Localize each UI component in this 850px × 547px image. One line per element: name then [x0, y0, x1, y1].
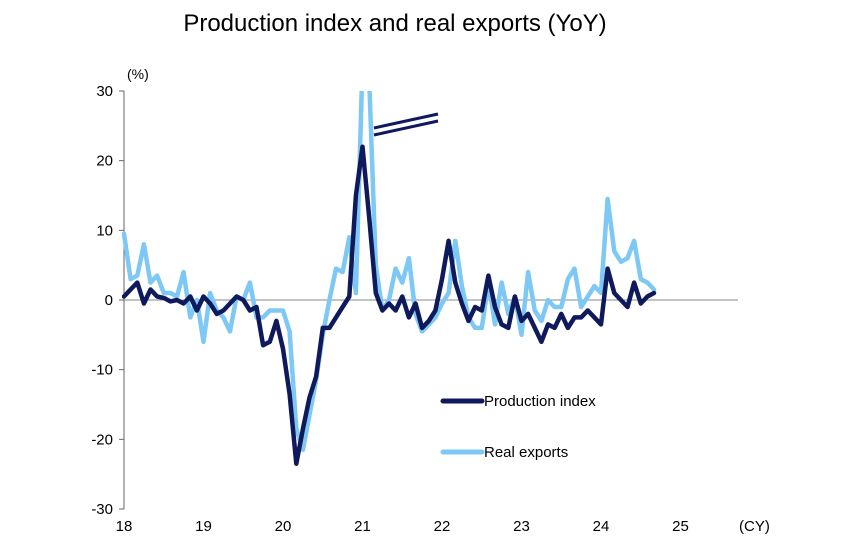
y-tick-label: -10 — [91, 362, 113, 379]
series-line-real-exports — [122, 91, 657, 453]
y-tick-label: 30 — [96, 83, 113, 100]
x-tick-label: 24 — [593, 518, 610, 535]
y-tick-label: 20 — [96, 153, 113, 170]
y-tick-label: -20 — [91, 431, 113, 448]
y-tick-label: 10 — [96, 222, 113, 239]
axis-break-gap — [373, 116, 439, 133]
axis-break-mark — [373, 112, 439, 130]
x-tick-label: 20 — [275, 518, 292, 535]
x-tick-label: 23 — [513, 518, 530, 535]
legend-label: Production index — [484, 393, 596, 410]
y-tick-label: 0 — [105, 292, 113, 309]
x-tick-label: 19 — [195, 518, 212, 535]
x-tick-label: 21 — [354, 518, 371, 535]
legend-label: Real exports — [484, 444, 568, 461]
y-tick-label: -30 — [91, 501, 113, 518]
series-line-production-index — [122, 144, 657, 466]
x-tick-label: 18 — [116, 518, 133, 535]
x-tick-label: 25 — [672, 518, 689, 535]
x-axis-unit-label: (CY) — [739, 518, 770, 535]
axis-break-mark — [373, 119, 439, 137]
chart-title: Production index and real exports (YoY) — [183, 10, 607, 37]
x-tick-label: 22 — [434, 518, 451, 535]
y-axis-unit-label: (%) — [127, 66, 149, 82]
